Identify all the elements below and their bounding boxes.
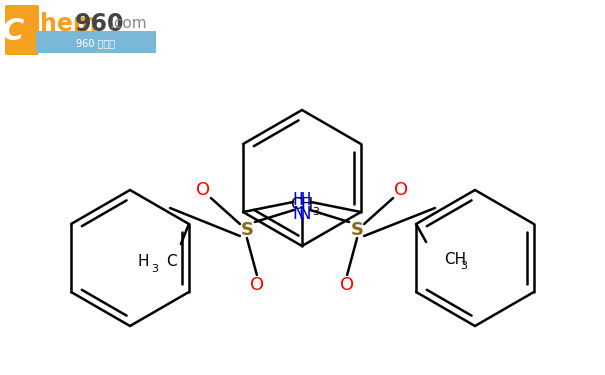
Text: O: O — [394, 181, 408, 199]
FancyBboxPatch shape — [36, 31, 156, 53]
Text: H: H — [293, 191, 305, 209]
Text: 3: 3 — [313, 207, 319, 217]
Text: hem: hem — [40, 12, 97, 36]
Text: O: O — [196, 181, 210, 199]
Text: O: O — [340, 276, 354, 294]
Text: 960 化工网: 960 化工网 — [76, 38, 116, 48]
Text: 3: 3 — [460, 261, 468, 271]
Text: 960: 960 — [75, 12, 125, 36]
Text: .com: .com — [109, 16, 146, 32]
Text: C: C — [166, 255, 177, 270]
Text: H: H — [137, 255, 149, 270]
Text: O: O — [250, 276, 264, 294]
Text: CH: CH — [444, 252, 466, 267]
Text: C: C — [2, 18, 24, 46]
Text: 3: 3 — [151, 264, 159, 274]
Text: N: N — [299, 205, 312, 223]
Text: S: S — [351, 221, 364, 239]
Text: CH: CH — [290, 197, 313, 212]
Text: N: N — [293, 205, 305, 223]
Text: S: S — [240, 221, 253, 239]
Text: H: H — [299, 191, 312, 209]
FancyBboxPatch shape — [5, 5, 39, 55]
